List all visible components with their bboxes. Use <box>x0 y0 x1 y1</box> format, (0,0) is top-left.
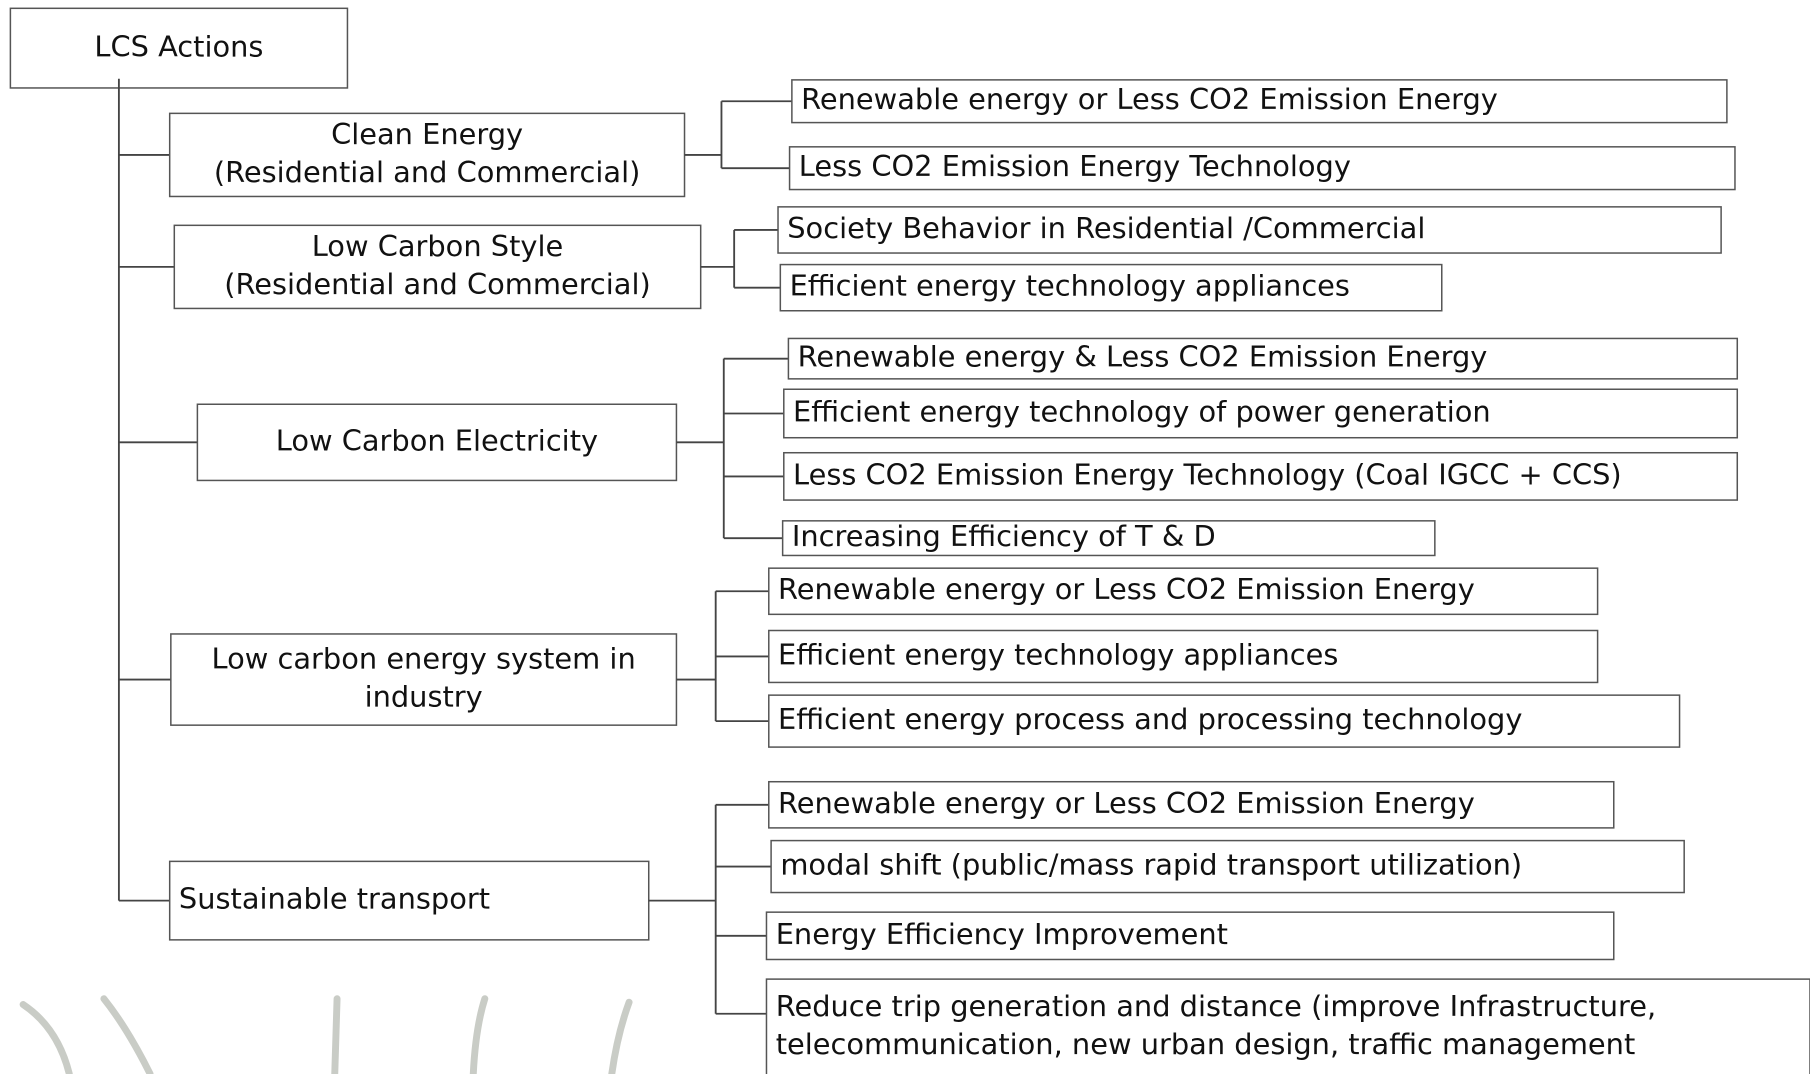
group-label: Sustainable transport <box>179 882 490 916</box>
child-label: Renewable energy or Less CO2 Emission En… <box>801 82 1498 116</box>
child-label: telecommunication, new urban design, tra… <box>776 1027 1636 1061</box>
child-label: Efficient energy technology appliances <box>778 637 1338 671</box>
group-label: (Residential and Commercial) <box>224 267 651 301</box>
child-label: Renewable energy or Less CO2 Emission En… <box>778 786 1475 820</box>
child-label: Renewable energy or Less CO2 Emission En… <box>778 572 1475 606</box>
group-label: Low carbon energy system in <box>212 642 636 676</box>
child-label: Efficient energy technology of power gen… <box>793 394 1491 428</box>
child-label: Efficient energy process and processing … <box>778 702 1522 736</box>
root-label: LCS Actions <box>94 30 263 64</box>
group-label: (Residential and Commercial) <box>214 155 641 189</box>
child-label: Less CO2 Emission Energy Technology <box>799 149 1351 183</box>
child-label: Energy Efficiency Improvement <box>776 917 1228 951</box>
child-label: Efficient energy technology appliances <box>790 269 1350 303</box>
child-label: Renewable energy & Less CO2 Emission Ene… <box>798 340 1488 374</box>
child-label: Society Behavior in Residential /Commerc… <box>787 211 1425 245</box>
child-label: Less CO2 Emission Energy Technology (Coa… <box>793 457 1622 491</box>
child-label: Reduce trip generation and distance (imp… <box>776 989 1656 1023</box>
child-label: Increasing Efficiency of T & D <box>792 519 1216 553</box>
group-label: Clean Energy <box>331 117 523 151</box>
group-label: industry <box>365 680 483 714</box>
child-label: modal shift (public/mass rapid transport… <box>780 848 1522 882</box>
diagram: LCS Actions Clean Energy (Residential and… <box>0 0 1810 1074</box>
group-label: Low Carbon Electricity <box>276 423 598 457</box>
group-label: Low Carbon Style <box>312 229 564 263</box>
